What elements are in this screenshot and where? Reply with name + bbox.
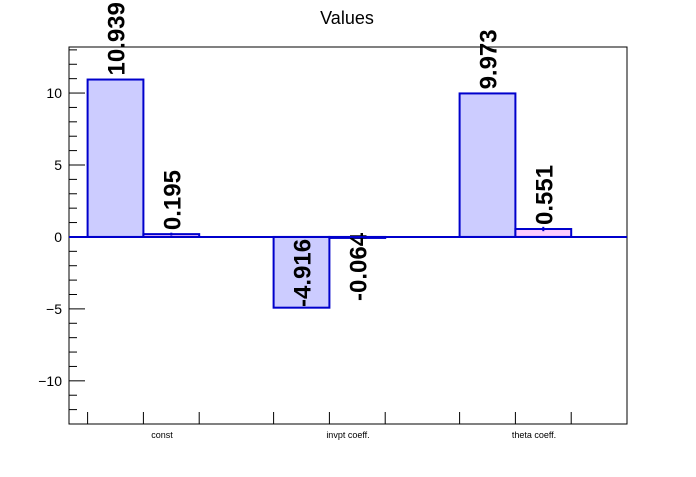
category-label-2: theta coeff. <box>512 430 556 440</box>
bar-primary-0 <box>86 78 145 238</box>
data-label-primary-1: -4.916 <box>290 239 317 307</box>
data-label-secondary-0: 0.195 <box>159 170 186 230</box>
y-tick-label: −10 <box>38 373 62 389</box>
y-tick-label: 10 <box>46 85 62 101</box>
data-label-primary-2: 9.973 <box>476 29 503 89</box>
bar-primary-1 <box>272 235 331 309</box>
plot-frame <box>68 46 628 425</box>
y-tick-label: −5 <box>46 301 62 317</box>
y-tick-label: 5 <box>54 157 62 173</box>
bar-primary-2 <box>458 92 517 238</box>
y-tick-label: 0 <box>54 229 62 245</box>
data-label-secondary-1: -0.064 <box>345 232 372 301</box>
category-label-1: invpt coeff. <box>326 430 369 440</box>
data-label-secondary-2: 0.551 <box>531 165 558 225</box>
category-label-0: const <box>151 430 173 440</box>
chart-title: Values <box>320 8 374 28</box>
data-label-primary-0: 10.939 <box>104 2 131 75</box>
